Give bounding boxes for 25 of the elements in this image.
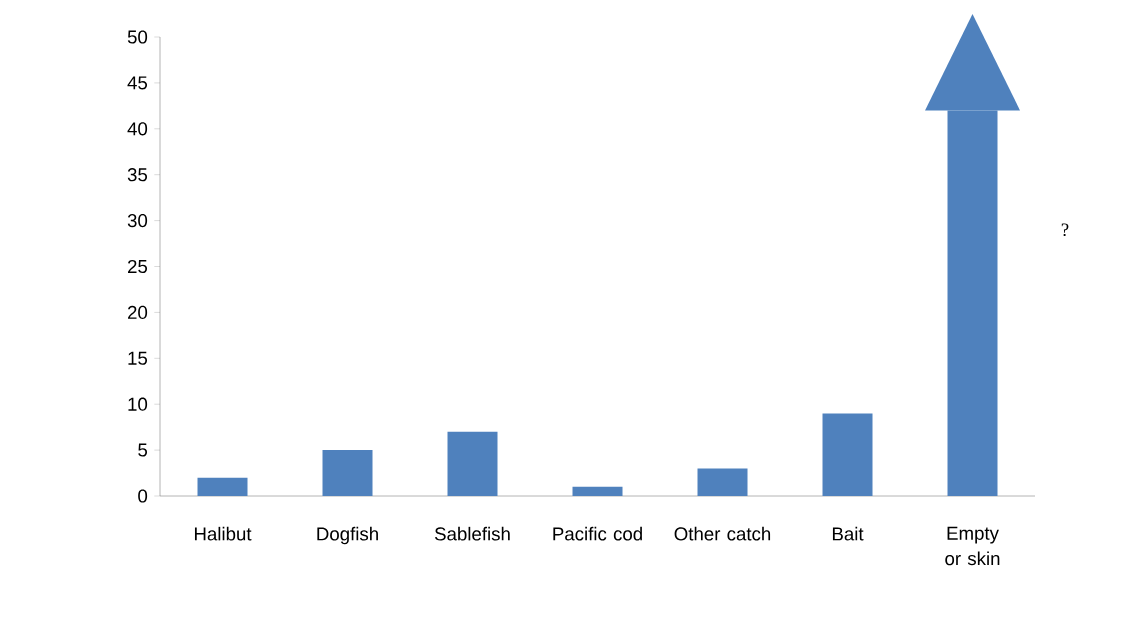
bar [197,477,248,496]
y-tick-label: 10 [128,397,148,411]
bar [697,468,748,496]
y-tick-label: 25 [128,259,148,274]
x-tick-label: Bait [832,526,864,541]
y-tick-label: 40 [127,122,148,136]
bar [447,431,498,496]
x-tick-label: Empty or skin [945,526,1000,566]
x-tick-label: Dogfish [317,526,378,545]
bar [322,450,373,496]
y-tick-label: 30 [127,213,148,228]
x-tick-label: Pacific cod [553,526,642,541]
bar [572,486,623,496]
x-tick-label: Sablefish [434,526,510,541]
y-tick-label: 0 [138,489,148,503]
x-tick-label: Halibut [194,526,252,541]
text: ? [1061,223,1069,237]
bar [822,413,873,496]
y-tick-label: 5 [138,443,148,457]
x-tick-label: Other catch [674,526,771,541]
y-tick-label: 35 [127,168,148,182]
y-tick-label: 20 [128,305,148,320]
y-tick-label: 45 [127,76,148,90]
y-tick-label: 50 [127,30,148,44]
y-tick-label: 15 [128,351,148,365]
